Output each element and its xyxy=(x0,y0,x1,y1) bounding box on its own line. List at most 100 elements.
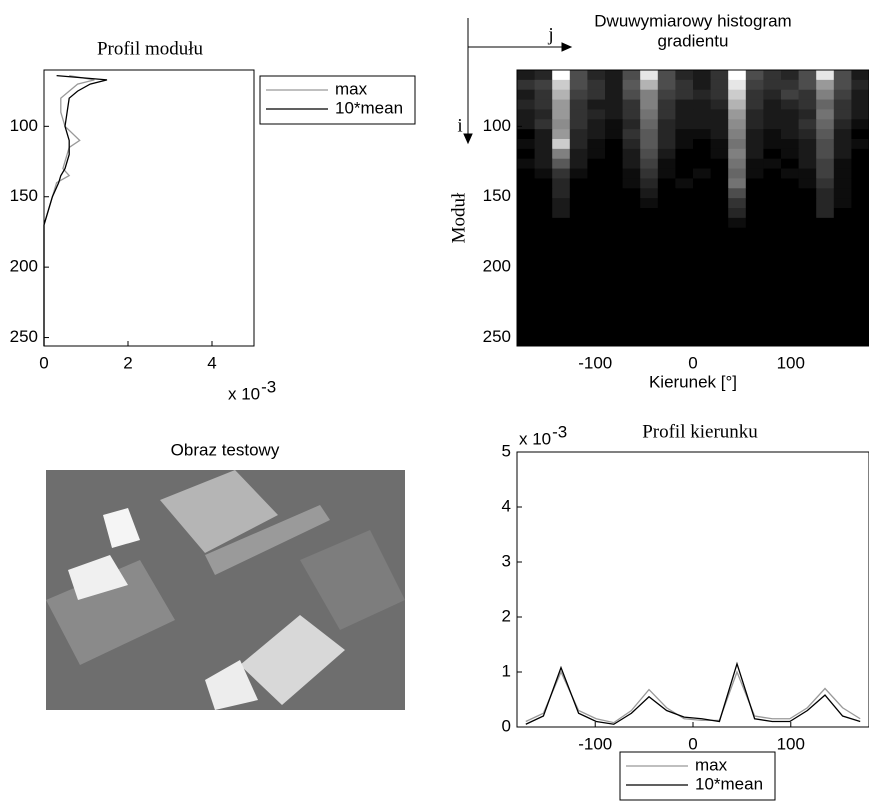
heatmap-cell xyxy=(552,336,571,347)
heatmap-cell xyxy=(517,129,536,140)
heatmap-cell xyxy=(552,208,571,219)
heatmap-cell xyxy=(745,237,764,248)
heatmap-cell xyxy=(781,296,800,308)
heatmap-cell xyxy=(781,168,800,179)
heatmap-cell xyxy=(728,178,747,189)
heatmap-cell xyxy=(517,158,536,170)
heatmap-cell xyxy=(781,139,800,150)
heatmap-cell xyxy=(675,79,694,91)
heatmap-cell xyxy=(640,188,659,199)
heatmap-cell xyxy=(745,217,764,229)
heatmap-cell xyxy=(816,257,835,268)
heatmap-cell xyxy=(833,306,852,317)
heatmap-cell xyxy=(552,326,571,337)
heatmap-cell xyxy=(693,119,712,130)
heatmap-cell xyxy=(640,296,659,308)
heatmap-cell xyxy=(640,99,659,110)
heatmap-cell xyxy=(605,99,624,110)
heatmap-cell xyxy=(851,188,869,199)
heatmap-cell xyxy=(517,99,536,110)
heatmap-cell xyxy=(816,129,835,140)
plot-area xyxy=(43,69,255,347)
heatmap-cell xyxy=(798,208,817,219)
heatmap-cell xyxy=(569,257,588,268)
heatmap-cell xyxy=(833,119,852,130)
heatmap-cell xyxy=(851,247,869,258)
heatmap-cell xyxy=(517,286,536,298)
heatmap-cell xyxy=(534,188,553,199)
heatmap-cell xyxy=(745,336,764,347)
heatmap-cell xyxy=(587,148,606,160)
heatmap-cell xyxy=(517,188,536,199)
heatmap-cell xyxy=(833,286,852,298)
heatmap-cell xyxy=(693,129,712,140)
heatmap-cell xyxy=(833,188,852,199)
heatmap-cell xyxy=(798,237,817,248)
heatmap-cell xyxy=(569,188,588,199)
heatmap-cell xyxy=(728,198,747,209)
heatmap-cell xyxy=(657,247,676,258)
heatmap-cell xyxy=(710,336,729,347)
heatmap-cell xyxy=(517,306,536,317)
heatmap-cell xyxy=(569,129,588,140)
heatmap-cell xyxy=(781,217,800,229)
heatmap-cell xyxy=(710,198,729,209)
heatmap-cell xyxy=(763,188,782,199)
heatmap-cell xyxy=(816,286,835,298)
heatmap-cell xyxy=(851,198,869,209)
heatmap-cell xyxy=(728,99,747,110)
heatmap-cell xyxy=(675,168,694,179)
legend-label: max xyxy=(335,79,368,98)
heatmap-cell xyxy=(710,227,729,239)
heatmap-cell xyxy=(517,247,536,258)
row-arrow-head xyxy=(463,133,473,145)
heatmap-cell xyxy=(710,217,729,229)
series-line xyxy=(525,661,861,725)
y-tick-label: 5 xyxy=(502,441,511,460)
heatmap-cell xyxy=(587,158,606,170)
heatmap-cell xyxy=(710,286,729,298)
y-tick-label: 150 xyxy=(10,186,38,205)
heatmap-cell xyxy=(605,188,624,199)
heatmap-cell xyxy=(710,296,729,308)
index-arrows xyxy=(463,18,573,145)
heatmap-cell xyxy=(569,326,588,337)
heatmap-cell xyxy=(816,296,835,308)
heatmap-cell xyxy=(640,208,659,219)
heatmap-cell xyxy=(763,306,782,317)
heatmap-cell xyxy=(622,139,641,150)
heatmap-cell xyxy=(798,158,817,170)
heatmap-cell xyxy=(816,326,835,337)
heatmap-cell xyxy=(552,237,571,248)
roof xyxy=(205,660,258,710)
heatmap-cell xyxy=(763,109,782,120)
y-tick-label: 200 xyxy=(10,257,38,276)
heatmap-cell xyxy=(693,198,712,209)
heatmap-cell xyxy=(657,227,676,239)
heatmap-cell xyxy=(605,79,624,91)
heatmap-cell xyxy=(517,89,536,101)
axis-multiplier-exponent: -3 xyxy=(261,377,276,396)
heatmap-cell xyxy=(833,217,852,229)
chart-title: Obraz testowy xyxy=(171,440,280,459)
y-tick-label: 2 xyxy=(502,606,511,625)
heatmap-cell xyxy=(569,277,588,288)
heatmap-cell xyxy=(605,109,624,120)
heatmap-cell xyxy=(640,277,659,288)
heatmap-cell xyxy=(728,237,747,248)
heatmap-cell xyxy=(851,306,869,317)
heatmap-cell xyxy=(552,227,571,239)
heatmap-cell xyxy=(657,326,676,337)
heatmap-cell xyxy=(622,109,641,120)
heatmap-cell xyxy=(851,109,869,120)
heatmap-cell xyxy=(569,119,588,130)
heatmap-cell xyxy=(605,129,624,140)
heatmap-cell xyxy=(569,208,588,219)
heatmap-cell xyxy=(710,267,729,278)
heatmap-cell xyxy=(587,178,606,189)
heatmap-cell xyxy=(833,267,852,278)
field xyxy=(300,530,405,630)
heatmap-cell xyxy=(552,257,571,268)
heatmap-cell xyxy=(675,99,694,110)
heatmap-cell xyxy=(552,188,571,199)
